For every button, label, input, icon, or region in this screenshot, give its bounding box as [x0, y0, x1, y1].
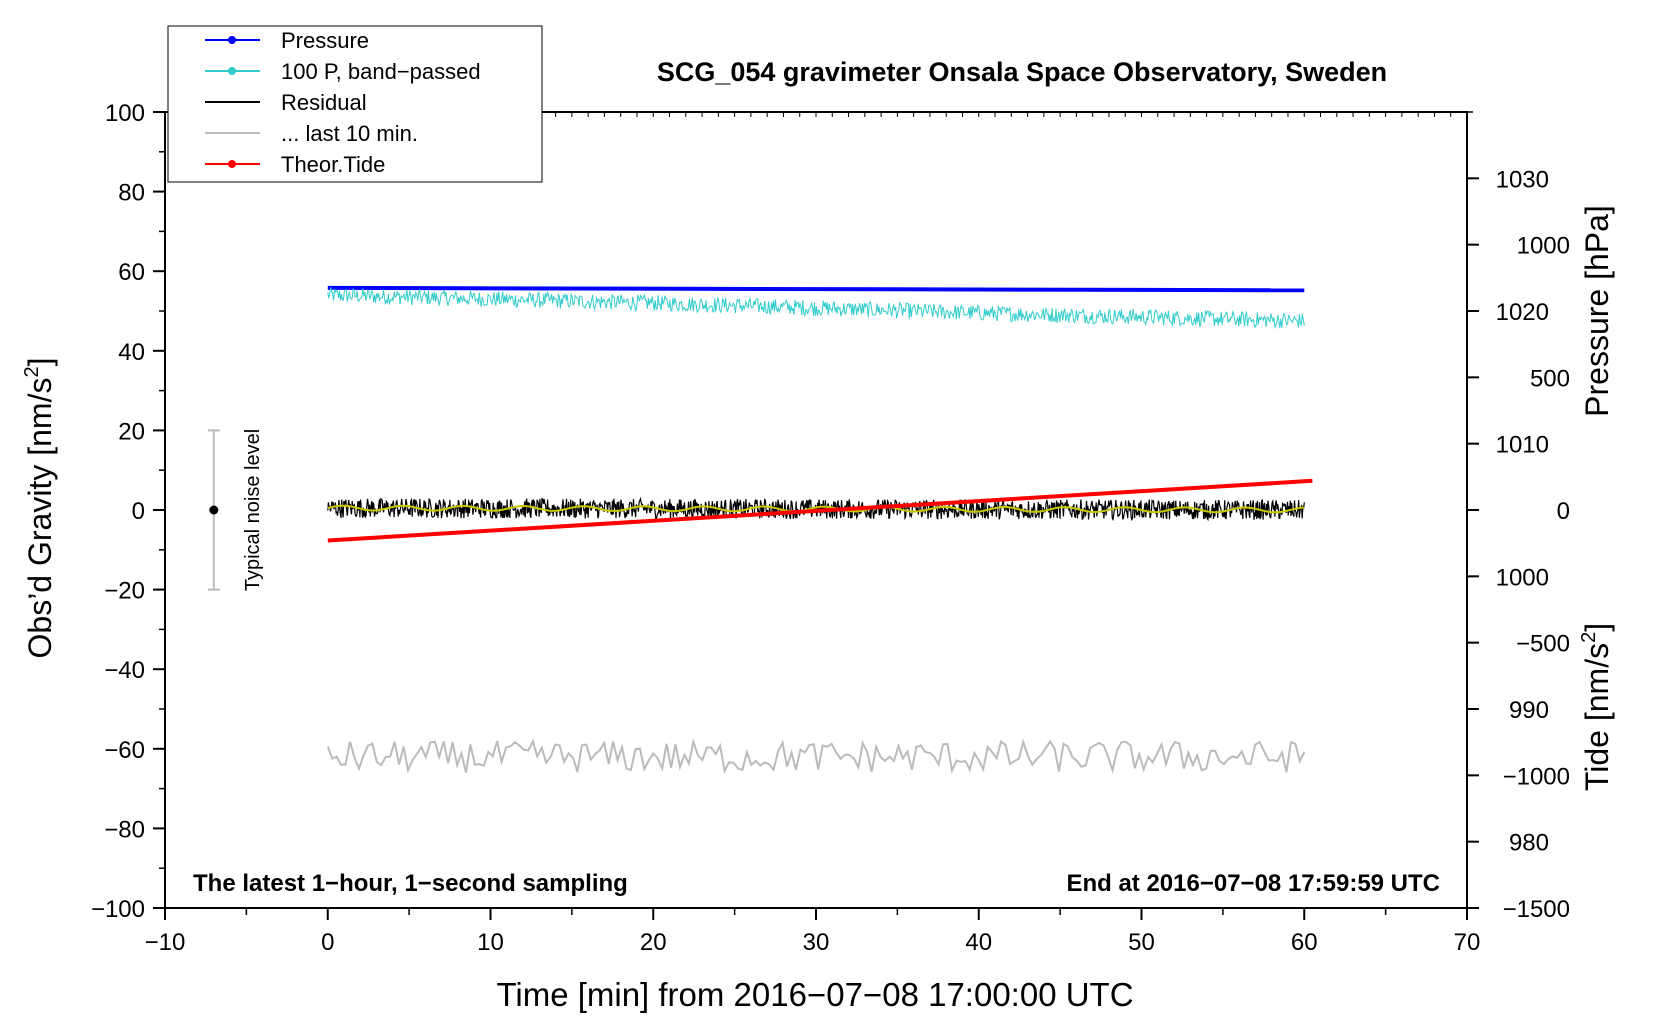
y-axis-label-gravity-sup: 2: [21, 366, 43, 377]
y-tick-label: −100: [91, 896, 145, 923]
x-tick-label: 50: [1128, 929, 1155, 956]
x-tick-label: 30: [803, 929, 830, 956]
y-axis-label-gravity-main: Obs’d Gravity [nm/s: [22, 378, 58, 659]
y-tick-label: −20: [104, 578, 145, 605]
y-axis-label-tide-end: ]: [1579, 623, 1615, 632]
y-tick-label: −60: [104, 737, 145, 764]
pressure-tick-label: 1010: [1496, 432, 1549, 459]
legend-label: Pressure: [281, 28, 369, 53]
x-tick-label: −10: [145, 929, 186, 956]
pressure-tick-label: 980: [1509, 830, 1549, 857]
legend-label: 100 P, band−passed: [281, 59, 481, 84]
y-tick-label: 60: [118, 259, 145, 286]
x-tick-label: 70: [1454, 929, 1481, 956]
legend-label: ... last 10 min.: [281, 121, 418, 146]
x-tick-label: 10: [477, 929, 504, 956]
y-tick-label: −80: [104, 816, 145, 843]
annotation-left: The latest 1−hour, 1−second sampling: [193, 870, 628, 897]
annotation-right: End at 2016−07−08 17:59:59 UTC: [1066, 870, 1440, 897]
axes-group: −10 0 10 20 30 40 50 60 70100806040200−20−40−60−…: [91, 100, 1570, 956]
pressure-tick-label: 1000: [1496, 564, 1549, 591]
x-tick-label: 20: [640, 929, 667, 956]
legend-label: Residual: [281, 90, 367, 115]
y-tick-label: 100: [105, 100, 145, 127]
series-theor-tide-line: [327, 478, 1313, 543]
y-axis-label-pressure: Pressure [hPa]: [1579, 205, 1615, 417]
x-tick-label: 40: [965, 929, 992, 956]
y-tick-label: 40: [118, 339, 145, 366]
series-group: [326, 285, 1313, 775]
series-100-p-band-passed-line: [327, 287, 1305, 330]
y-axis-label-tide: Tide [nm/s2]: [1578, 623, 1615, 791]
y-tick-label: 80: [118, 180, 145, 207]
y-axis-label-tide-main: Tide [nm/s: [1579, 643, 1615, 791]
chart-title: SCG_054 gravimeter Onsala Space Observat…: [657, 57, 1387, 87]
x-tick-label: 60: [1291, 929, 1318, 956]
tide-tick-label: 0: [1557, 498, 1570, 525]
legend-marker: [228, 67, 236, 75]
x-tick-label: 0: [321, 929, 334, 956]
tide-tick-label: −1000: [1503, 763, 1570, 790]
pressure-tick-label: 990: [1509, 697, 1549, 724]
pressure-tick-label: 1030: [1496, 166, 1549, 193]
noise-bar-group: Typical noise level: [207, 429, 264, 591]
y-axis-label-tide-sup: 2: [1578, 632, 1600, 643]
legend-box: [167, 25, 543, 183]
tide-tick-label: −1500: [1503, 896, 1570, 923]
legend-marker: [228, 36, 236, 44]
series-last-10-min-line: [326, 737, 1306, 775]
tide-tick-label: 1000: [1517, 233, 1570, 260]
legend-marker: [228, 160, 236, 168]
y-axis-label-gravity: Obs’d Gravity [nm/s2]: [21, 358, 58, 659]
noise-bar-center-dot: [209, 505, 219, 515]
y-tick-label: −40: [104, 657, 145, 684]
tide-tick-label: −500: [1516, 631, 1570, 658]
legend-label: Theor.Tide: [281, 152, 385, 177]
noise-bar-label: Typical noise level: [242, 429, 264, 591]
y-tick-label: 0: [132, 498, 145, 525]
y-tick-label: 20: [118, 418, 145, 445]
pressure-tick-label: 1020: [1496, 299, 1549, 326]
series-pressure-line: [327, 285, 1305, 293]
tide-tick-label: 500: [1530, 365, 1570, 392]
legend: Pressure 100 P, band−passed Residual ... la…: [167, 25, 543, 183]
series-residual-smoothed-line: [327, 504, 1305, 514]
x-axis-label: Time [min] from 2016−07−08 17:00:00 UTC: [496, 976, 1133, 1013]
y-axis-label-gravity-end: ]: [22, 358, 58, 367]
